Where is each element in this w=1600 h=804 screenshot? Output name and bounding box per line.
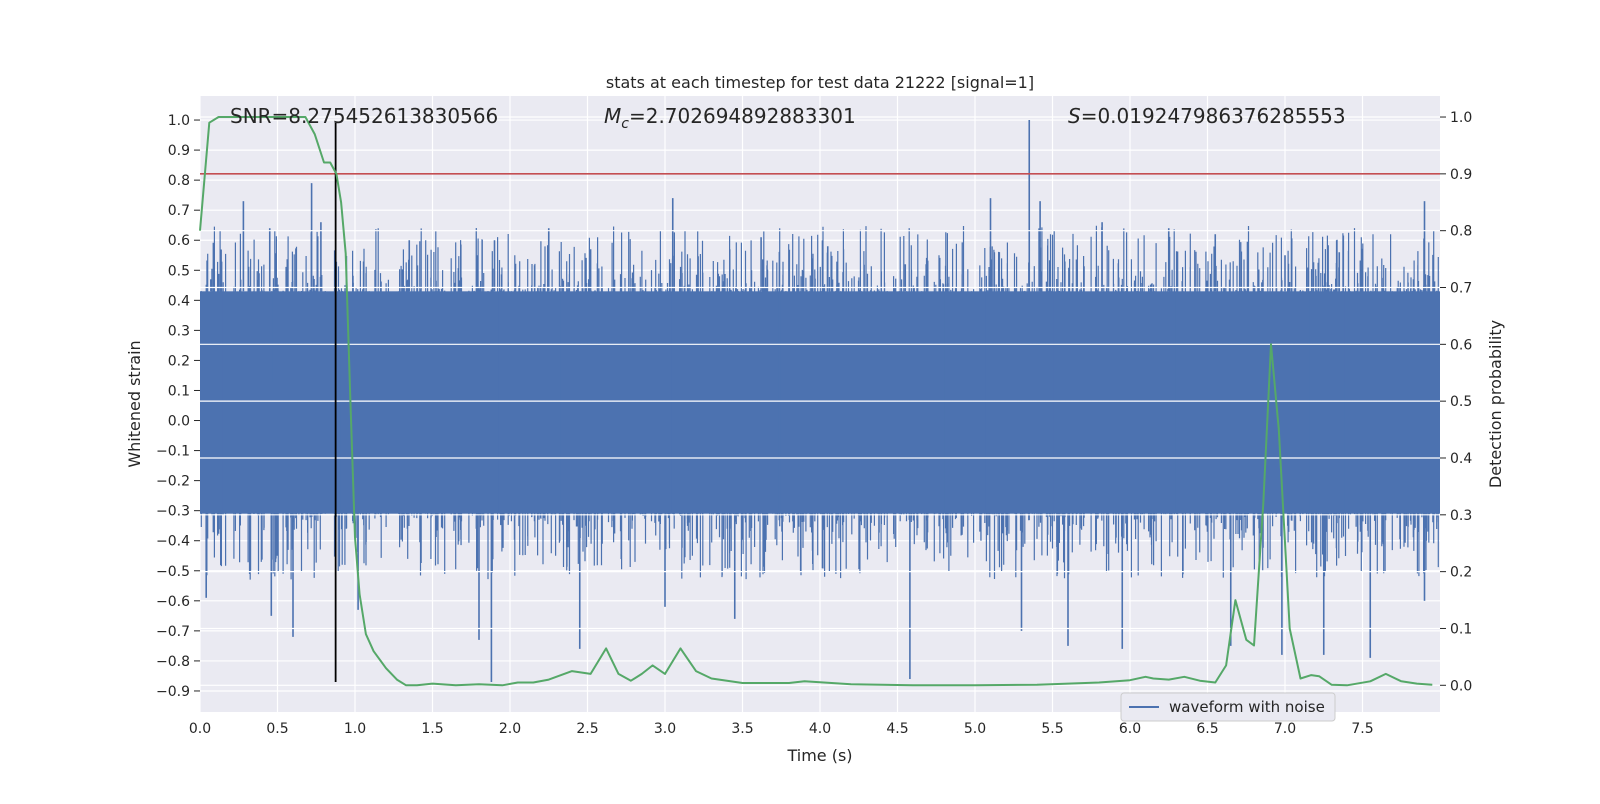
mc-annotation: Mc=2.702694892883301 — [604, 104, 856, 132]
y-tick-label: −0.4 — [156, 534, 190, 550]
y2-tick-label: 0.1 — [1450, 621, 1472, 637]
y-tick-label: −0.3 — [156, 504, 190, 520]
y-tick-label: −0.8 — [156, 654, 190, 670]
y-tick-label: −0.5 — [156, 564, 190, 580]
y-tick-label: 0.8 — [168, 173, 190, 189]
x-tick-label: 5.0 — [964, 721, 986, 737]
line-series — [199, 116, 1440, 687]
legend: waveform with noise — [1120, 692, 1336, 722]
y2-tick-label: 0.5 — [1450, 394, 1472, 410]
snr-annotation: SNR=8.275452613830566 — [230, 104, 498, 128]
y2-tick-label: 0.7 — [1450, 281, 1472, 297]
x-tick-label: 3.5 — [731, 721, 753, 737]
y-tick-label: 0.4 — [168, 293, 190, 309]
x-tick-label: 1.5 — [421, 721, 443, 737]
y2-tick-label: 0.8 — [1450, 224, 1472, 240]
s-symbol: S — [1068, 104, 1081, 128]
y2-tick-label: 0.9 — [1450, 167, 1472, 183]
x-tick-label: 6.0 — [1119, 721, 1141, 737]
x-tick-label: 4.5 — [886, 721, 908, 737]
y2-tick-label: 0.6 — [1450, 337, 1472, 353]
x-axis-label: Time (s) — [786, 746, 852, 765]
y-tick-label: −0.9 — [156, 684, 190, 700]
y2-tick-label: 0.4 — [1450, 451, 1472, 467]
x-tick-label: 2.0 — [499, 721, 521, 737]
mc-symbol: M — [604, 104, 621, 128]
y-tick-label: 0.5 — [168, 263, 190, 279]
y-tick-label: 0.9 — [168, 143, 190, 159]
y-tick-label: −0.7 — [156, 624, 190, 640]
y2-tick-label: 1.0 — [1450, 110, 1472, 126]
axes: 0.0 0.5 1.0 1.5 2.0 2.5 3.0 3.5 4.0 4.5 5.0 5.5 6.0 6… — [156, 110, 1472, 737]
x-tick-label: 0.0 — [189, 721, 211, 737]
waveform-noise — [200, 225, 1439, 580]
x-tick-label: 4.0 — [809, 721, 831, 737]
x-tick-label: 7.5 — [1351, 721, 1373, 737]
y-tick-label: −0.1 — [156, 444, 190, 460]
x-tick-label: 1.0 — [344, 721, 366, 737]
y-tick-label: 0.2 — [168, 353, 190, 369]
y-tick-label: −0.2 — [156, 474, 190, 490]
y2-tick-label: 0.2 — [1450, 565, 1472, 581]
legend-label: waveform with noise — [1169, 698, 1325, 716]
y-tick-label: 0.0 — [168, 414, 190, 430]
y-tick-label: 0.6 — [168, 233, 190, 249]
y-tick-label: −0.6 — [156, 594, 190, 610]
x-tick-label: 6.5 — [1196, 721, 1218, 737]
s-value: =0.019247986376285553 — [1081, 104, 1346, 128]
y-axis-label: Whitened strain — [125, 340, 144, 467]
waveform-series — [200, 120, 1440, 682]
chart-title: stats at each timestep for test data 212… — [606, 73, 1034, 92]
y-tick-label: 1.0 — [168, 113, 190, 129]
mc-value: =2.702694892883301 — [629, 104, 856, 128]
x-tick-label: 5.5 — [1041, 721, 1063, 737]
legend-box — [1120, 692, 1336, 722]
y-tick-label: 0.1 — [168, 383, 190, 399]
x-tick-label: 0.5 — [266, 721, 288, 737]
x-tick-label: 2.5 — [576, 721, 598, 737]
y-tick-label: 0.7 — [168, 203, 190, 219]
mc-subscript: c — [621, 116, 629, 132]
x-tick-label: 3.0 — [654, 721, 676, 737]
y-tick-label: 0.3 — [168, 323, 190, 339]
s-annotation: S=0.019247986376285553 — [1068, 104, 1346, 128]
detection-probability-line — [199, 116, 1433, 687]
y2-tick-label: 0.3 — [1450, 508, 1472, 524]
y2-tick-label: 0.0 — [1450, 678, 1472, 694]
x-tick-label: 7.0 — [1274, 721, 1296, 737]
y2-axis-label: Detection probability — [1486, 320, 1505, 488]
